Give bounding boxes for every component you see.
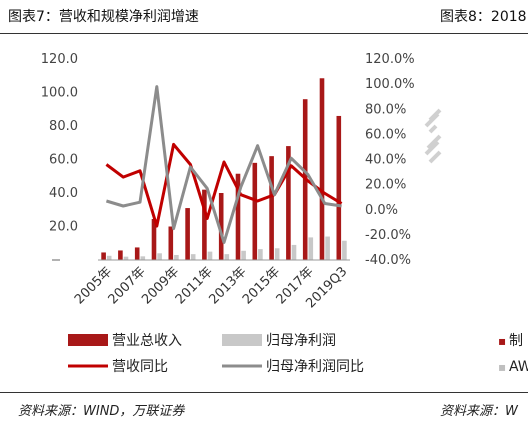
side-source-note: 资料来源：W xyxy=(440,404,518,419)
side-chart-fragment: ▪制▪AWD xyxy=(424,108,528,375)
revenue-bar xyxy=(252,162,258,260)
y-right-tick-label: 120.0% xyxy=(365,52,415,67)
profit-bar xyxy=(241,250,246,260)
y-right-tick-label: 80.0% xyxy=(365,102,406,117)
legend-swatch xyxy=(222,334,262,346)
revenue-bar xyxy=(118,250,123,260)
y-right-tick-label: 0.0% xyxy=(365,203,398,218)
profit-bar xyxy=(291,244,297,260)
top-rule xyxy=(0,33,528,34)
watermark-mark xyxy=(424,134,442,164)
y-right-tick-label: 20.0% xyxy=(365,178,406,193)
bottom-rule xyxy=(0,392,528,393)
y-right-tick-label: 60.0% xyxy=(365,127,406,142)
y-right-tick-label: 40.0% xyxy=(365,153,406,168)
profit-bar xyxy=(123,256,129,260)
y-left-tick-label: 60.0 xyxy=(49,153,78,168)
side-legend-label: AWD xyxy=(509,359,528,375)
legend-label: 营收同比 xyxy=(112,359,168,375)
profit-bar xyxy=(174,254,179,260)
legend-label: 营业总收入 xyxy=(112,333,182,349)
revenue-bar xyxy=(336,115,342,260)
profit-bar xyxy=(106,255,112,260)
revenue-bar xyxy=(269,156,274,260)
y-left-tick-label: 120.0 xyxy=(41,52,78,67)
profit-bar xyxy=(190,254,196,260)
y-left-tick-label: 20.0 xyxy=(49,220,78,235)
revenue-bar xyxy=(168,226,174,260)
revenue-bar xyxy=(218,193,224,260)
plot-area xyxy=(101,78,347,260)
revenue-bar xyxy=(319,78,325,260)
profit-bar xyxy=(157,253,162,260)
profit-bar xyxy=(224,254,230,260)
revenue-growth-line xyxy=(105,142,343,228)
y-right-tick-label: -40.0% xyxy=(365,253,411,268)
y-left-tick-label: 100.0 xyxy=(41,86,78,101)
chart-title: 图表7：营收和规模净利润增速 xyxy=(8,9,199,25)
legend-label: 归母净利润同比 xyxy=(266,358,364,375)
profit-bar xyxy=(308,237,314,260)
revenue-bar xyxy=(235,173,241,260)
revenue-bar xyxy=(202,189,207,260)
revenue-bar xyxy=(101,252,106,260)
profit-bar xyxy=(140,256,146,260)
y-left-tick-label: 80.0 xyxy=(49,119,78,134)
side-legend-marker: ▪ xyxy=(498,334,506,348)
source-note: 资料来源：WIND，万联证券 xyxy=(18,404,185,419)
profit-bar xyxy=(274,248,280,260)
legend-swatch xyxy=(68,334,108,346)
revenue-bar xyxy=(286,146,291,260)
profit-bar xyxy=(325,236,330,260)
profit-growth-line xyxy=(105,85,342,244)
profit-bar xyxy=(342,240,347,260)
profit-bar xyxy=(258,249,263,260)
profit-bar xyxy=(207,251,213,260)
legend-label: 归母净利润 xyxy=(266,332,336,349)
y-right-tick-label: 100.0% xyxy=(365,77,415,92)
side-legend-label: 制 xyxy=(509,333,523,349)
side-chart-title: 图表8：2018 xyxy=(440,9,527,25)
chart-area: 20.0 40.0 60.0 80.0 100.0 120.0 -40.0% -20.0% 0.… xyxy=(41,52,528,375)
side-legend-marker: ▪ xyxy=(498,360,506,374)
revenue-bar xyxy=(151,218,157,260)
y-right-tick-label: -20.0% xyxy=(365,228,411,243)
revenue-bar xyxy=(134,247,140,260)
y-left-tick-label: 40.0 xyxy=(49,186,78,201)
watermark-mark xyxy=(424,108,442,134)
revenue-bar xyxy=(185,208,190,260)
axes: 20.0 40.0 60.0 80.0 100.0 120.0 -40.0% -20.0% 0.… xyxy=(41,52,415,311)
